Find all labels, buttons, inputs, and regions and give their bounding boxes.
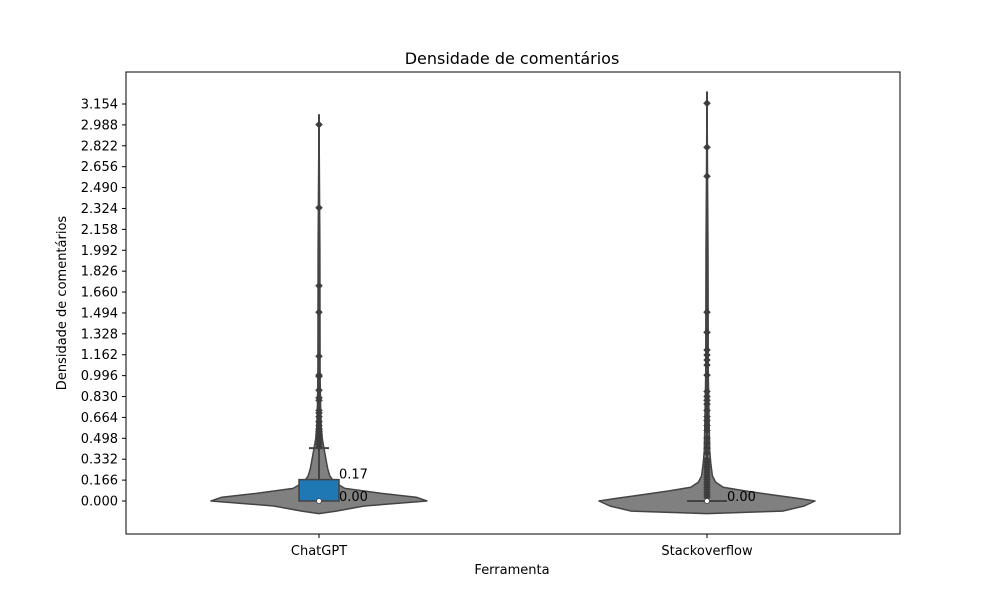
median-label: 0.00 <box>339 490 368 505</box>
outlier-point <box>315 393 323 402</box>
y-tick-label: 1.328 <box>81 327 118 342</box>
x-axis: ChatGPT Stackoverflow <box>291 534 753 559</box>
y-tick-label: 2.656 <box>81 160 118 175</box>
median-label: 0.00 <box>727 490 756 505</box>
y-tick-label: 3.154 <box>81 98 118 113</box>
outlier-point <box>703 371 711 379</box>
violin-chatgpt: 0.17 0.00 <box>210 113 428 515</box>
outlier-point <box>703 328 711 337</box>
outlier-point <box>703 439 711 447</box>
y-tick-label: 1.660 <box>81 286 118 301</box>
outlier-point <box>703 426 711 435</box>
outlier-point <box>315 308 323 317</box>
y-tick-label: 2.158 <box>81 223 118 238</box>
y-tick-label: 1.162 <box>81 348 118 363</box>
outlier-point <box>315 406 323 415</box>
median-point <box>704 498 710 504</box>
outlier-point <box>315 386 323 395</box>
median-point <box>316 498 322 504</box>
y-tick-label: 0.996 <box>81 369 118 384</box>
outlier-point <box>703 351 711 359</box>
outlier-point <box>315 203 323 212</box>
outlier-point <box>703 99 711 108</box>
iqr-box <box>298 478 340 502</box>
outlier-point <box>703 421 711 430</box>
y-tick-label: 2.822 <box>81 139 118 154</box>
x-tick-label: Stackoverflow <box>661 544 753 559</box>
violin-stackoverflow: 0.00 <box>598 91 816 515</box>
outlier-point <box>703 444 711 452</box>
outlier-point <box>703 449 711 458</box>
y-tick-label: 1.494 <box>81 306 118 321</box>
y-tick-label: 1.826 <box>81 265 118 280</box>
y-axis: 0.000 0.166 0.332 0.498 0.664 0.830 0.996 1.162… <box>81 98 126 510</box>
y-tick-label: 0.498 <box>81 432 118 447</box>
outlier-point <box>315 417 323 426</box>
y-tick-label: 0.000 <box>81 495 118 510</box>
outlier-point <box>703 455 711 464</box>
outlier-point <box>703 172 711 181</box>
outlier-point <box>703 356 711 364</box>
y-tick-label: 0.166 <box>81 474 118 489</box>
y-tick-label: 0.332 <box>81 453 118 468</box>
axes-frame <box>125 71 901 535</box>
y-tick-label: 1.992 <box>81 244 118 259</box>
outlier-point <box>315 281 323 290</box>
x-axis-title: Ferramenta <box>474 563 549 578</box>
outlier-point <box>703 308 711 317</box>
outlier-point <box>703 406 711 415</box>
outlier-point <box>703 387 711 396</box>
y-tick-label: 0.830 <box>81 390 118 405</box>
y-tick-label: 2.490 <box>81 181 118 196</box>
outlier-point <box>703 143 711 152</box>
y-axis-title: Densidade de comentários <box>55 216 70 391</box>
outlier-point <box>703 434 711 442</box>
chart-title: Densidade de comentários <box>405 49 620 68</box>
outlier-point <box>703 346 711 354</box>
outlier-point <box>315 371 323 379</box>
outlier-point <box>315 120 323 129</box>
q3-label: 0.17 <box>339 468 368 483</box>
plot-area: 0.17 0.00 0.00 <box>210 91 816 515</box>
y-tick-label: 0.664 <box>81 411 118 426</box>
outlier-point <box>703 361 711 369</box>
outlier-point <box>703 392 711 401</box>
x-tick-label: ChatGPT <box>291 544 347 559</box>
outlier-point <box>315 352 323 361</box>
outlier-point <box>703 412 711 421</box>
y-tick-label: 2.988 <box>81 118 118 133</box>
y-tick-label: 2.324 <box>81 202 118 217</box>
